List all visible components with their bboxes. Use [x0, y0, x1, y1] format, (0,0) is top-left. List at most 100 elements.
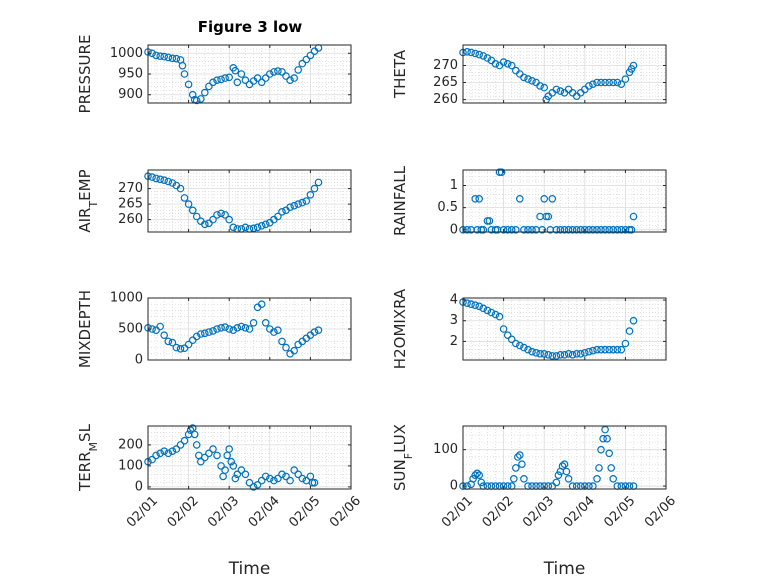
data-point [548, 352, 557, 360]
data-point [188, 206, 197, 215]
data-point [552, 352, 561, 360]
data-point [231, 474, 240, 483]
data-point [274, 474, 282, 483]
data-point [617, 80, 626, 89]
data-point [471, 301, 480, 310]
data-point [217, 75, 225, 84]
data-point [471, 471, 480, 480]
data-point [491, 59, 500, 68]
data-point [544, 350, 553, 359]
data-point [467, 48, 475, 57]
data-point [491, 310, 500, 319]
data-point [176, 441, 185, 449]
y-tick-label: 0 [450, 222, 458, 237]
data-point [176, 344, 185, 353]
data-point [520, 226, 528, 234]
data-point [274, 67, 282, 75]
data-point [511, 339, 520, 348]
data-point [499, 325, 508, 333]
data-point [556, 87, 565, 95]
data-point [554, 471, 563, 480]
data-point [609, 226, 618, 234]
data-series [459, 425, 638, 490]
data-point [221, 466, 229, 474]
data-point [597, 445, 605, 454]
data-point [483, 306, 492, 315]
data-point [585, 347, 593, 356]
data-point [205, 449, 213, 458]
data-point [168, 447, 177, 456]
data-point [597, 345, 605, 354]
data-point [253, 74, 262, 82]
x-tick-label: 02/02 [480, 493, 517, 530]
data-point [479, 226, 488, 234]
data-point [156, 322, 165, 331]
data-point [617, 345, 626, 354]
data-point [290, 74, 299, 82]
y-tick-label: 4 [450, 293, 458, 308]
y-tick-label: 0 [450, 479, 458, 494]
data-point [568, 350, 577, 359]
data-point [520, 343, 528, 352]
data-point [164, 337, 173, 346]
data-point [229, 326, 238, 335]
data-point [180, 70, 189, 78]
data-point [542, 212, 551, 221]
data-point [245, 325, 254, 333]
data-point [507, 226, 516, 234]
data-point [160, 176, 169, 185]
data-point [282, 72, 290, 80]
y-tick-label: 265 [118, 197, 143, 212]
data-point [509, 474, 518, 483]
data-point [270, 328, 278, 336]
data-point [229, 462, 238, 470]
grid-lines [462, 44, 667, 104]
data-point [274, 212, 282, 221]
y-axis-label: SUNFLUX [391, 424, 415, 491]
data-point [184, 200, 193, 208]
x-tick-label: 02/04 [246, 493, 283, 530]
data-point [172, 445, 181, 453]
data-point [152, 451, 160, 460]
data-point [483, 54, 492, 62]
data-point [201, 88, 209, 97]
data-point [499, 58, 508, 66]
data-point [540, 349, 549, 358]
data-point [241, 470, 250, 479]
y-axis-label: MIXDEPTH [76, 290, 94, 368]
data-point [593, 78, 601, 87]
data-point [186, 426, 195, 435]
data-point [601, 78, 609, 87]
data-point [310, 478, 319, 487]
data-point [471, 195, 480, 203]
data-point [261, 318, 270, 327]
data-point [560, 460, 569, 469]
y-tick-label: 260 [433, 92, 458, 107]
data-point [511, 464, 520, 472]
data-point [564, 226, 573, 234]
data-point [282, 472, 290, 481]
x-tick-label: 02/01 [124, 493, 161, 530]
x-axis-label: Time [228, 559, 271, 579]
data-point [192, 212, 201, 221]
data-point [475, 302, 484, 311]
data-point [168, 54, 177, 63]
data-point [233, 323, 242, 332]
data-point [241, 76, 250, 85]
data-point [605, 226, 614, 234]
data-point [282, 343, 290, 352]
data-point [306, 51, 315, 60]
data-point [201, 220, 209, 229]
y-tick-label: 900 [118, 87, 143, 102]
data-point [209, 445, 217, 453]
data-point [585, 82, 593, 90]
data-point [625, 327, 634, 335]
data-point [528, 347, 536, 356]
data-point [495, 312, 504, 321]
data-point [257, 300, 266, 309]
data-point [168, 338, 177, 347]
data-point [576, 349, 585, 358]
axes-box [147, 169, 352, 233]
data-point [217, 462, 225, 470]
